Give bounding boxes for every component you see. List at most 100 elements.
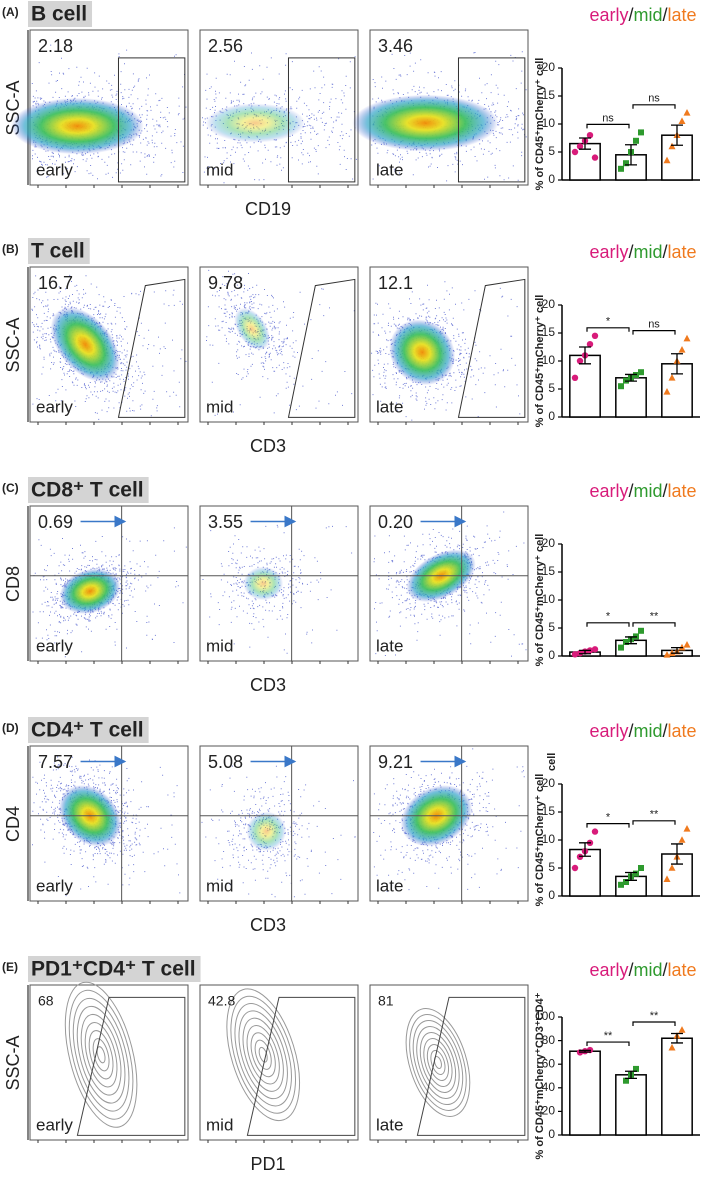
group-label: mid <box>206 397 233 416</box>
contour <box>254 1039 272 1070</box>
error-bar <box>671 1032 683 1044</box>
significance-bracket <box>632 1021 676 1026</box>
bar <box>569 848 601 897</box>
legend: early/mid/late <box>589 242 696 262</box>
density-core <box>352 94 499 152</box>
legend-entry: late <box>668 721 697 741</box>
data-point <box>668 1043 676 1051</box>
data-point <box>678 117 686 124</box>
data-point <box>571 374 579 381</box>
gate-percentage: 3.55 <box>208 512 243 532</box>
contour <box>84 1022 118 1088</box>
data-point <box>576 143 584 150</box>
significance-bracket <box>586 123 630 129</box>
significance-label: ns <box>602 112 614 124</box>
gate-percentage: 81 <box>378 993 394 1009</box>
legend-entry: early <box>589 960 628 980</box>
flow-plot: 81 late <box>369 984 529 1143</box>
gate <box>457 278 526 418</box>
panel-title: B cell <box>31 3 87 26</box>
flow-plot: 0.20 late <box>369 505 529 664</box>
y-tick-label: 20 <box>542 1104 556 1118</box>
legend-separator: / <box>663 960 668 980</box>
data-point <box>663 388 671 395</box>
legend-separator: / <box>663 242 668 262</box>
panel-label: (B) <box>2 242 19 256</box>
y-axis-label: CD4 <box>3 806 23 842</box>
data-point <box>623 160 629 167</box>
y-tick-label: 15 <box>542 804 556 818</box>
significance-label: * <box>606 812 611 824</box>
y-tick-label: 0 <box>548 172 555 186</box>
contour <box>88 1030 114 1080</box>
contour <box>80 1013 122 1096</box>
significance-bracket <box>632 622 676 627</box>
x-axis-label: CD19 <box>245 199 291 219</box>
flow-plot: 5.08 mid <box>199 745 359 904</box>
data-point <box>678 1026 686 1033</box>
density-core <box>11 97 144 155</box>
group-label: early <box>36 397 73 416</box>
legend-separator: / <box>628 960 633 980</box>
plot-frame <box>369 984 529 1141</box>
contour <box>423 1038 453 1087</box>
gate-percentage: 5.08 <box>208 752 243 772</box>
plot-frame <box>199 505 359 662</box>
plot-frame <box>29 266 189 423</box>
group-label: early <box>36 160 73 179</box>
flow-plot: 68 early <box>29 981 189 1143</box>
y-tick-label: 20 <box>542 297 556 311</box>
legend-separator: / <box>663 5 668 25</box>
panel-title: CD8⁺ T cell <box>31 479 144 502</box>
title-box <box>28 1 93 27</box>
gate <box>246 996 356 1136</box>
y-tick-label: 0 <box>548 409 555 423</box>
density-core <box>234 307 270 351</box>
y-tick-label: 0 <box>548 648 555 662</box>
x-axis-label: PD1 <box>250 1154 285 1174</box>
y-tick-label: 5 <box>548 381 555 395</box>
legend-entry: early <box>589 5 628 25</box>
group-label: mid <box>206 1115 233 1134</box>
contour <box>242 1017 284 1092</box>
error-bar <box>625 373 637 382</box>
panel-title: CD4⁺ T cell <box>31 719 144 742</box>
y-tick-label: 20 <box>542 776 556 790</box>
plot-frame <box>29 505 189 662</box>
title-box <box>28 477 149 503</box>
significance-label: ns <box>648 93 660 105</box>
panel-label: (E) <box>2 960 18 974</box>
contour <box>64 981 138 1128</box>
data-point <box>618 881 624 888</box>
data-point <box>683 109 691 116</box>
significance-bracket <box>586 327 630 332</box>
data-point <box>683 825 691 832</box>
significance-label: ns <box>648 319 660 331</box>
y-tick-label: 15 <box>542 88 556 102</box>
error-bar <box>625 636 637 645</box>
title-box <box>28 956 201 982</box>
significance-label: ** <box>604 1030 613 1042</box>
flow-plot: 42.8 mid <box>199 984 359 1143</box>
y-tick-label: 80 <box>542 1033 556 1047</box>
gate <box>76 996 186 1136</box>
contour <box>234 1003 292 1107</box>
data-point <box>576 357 584 365</box>
density-core <box>246 811 287 851</box>
y-tick-label: 10 <box>542 353 556 367</box>
data-point <box>638 369 644 376</box>
legend: early/mid/late <box>589 5 696 25</box>
gate-percentage: 9.21 <box>378 752 413 772</box>
data-point <box>591 646 599 653</box>
data-point <box>668 374 676 381</box>
y-tick-label: 0 <box>548 888 555 902</box>
y-axis-label: CD8 <box>3 566 23 602</box>
y-tick-label: 10 <box>542 832 556 846</box>
plot-frame <box>369 505 529 662</box>
contour <box>226 988 300 1122</box>
data-point <box>683 641 691 648</box>
data-point <box>618 165 624 172</box>
y-tick-label: 5 <box>548 860 555 874</box>
x-axis-label: CD3 <box>250 915 286 935</box>
x-axis-label: CD3 <box>250 436 286 456</box>
